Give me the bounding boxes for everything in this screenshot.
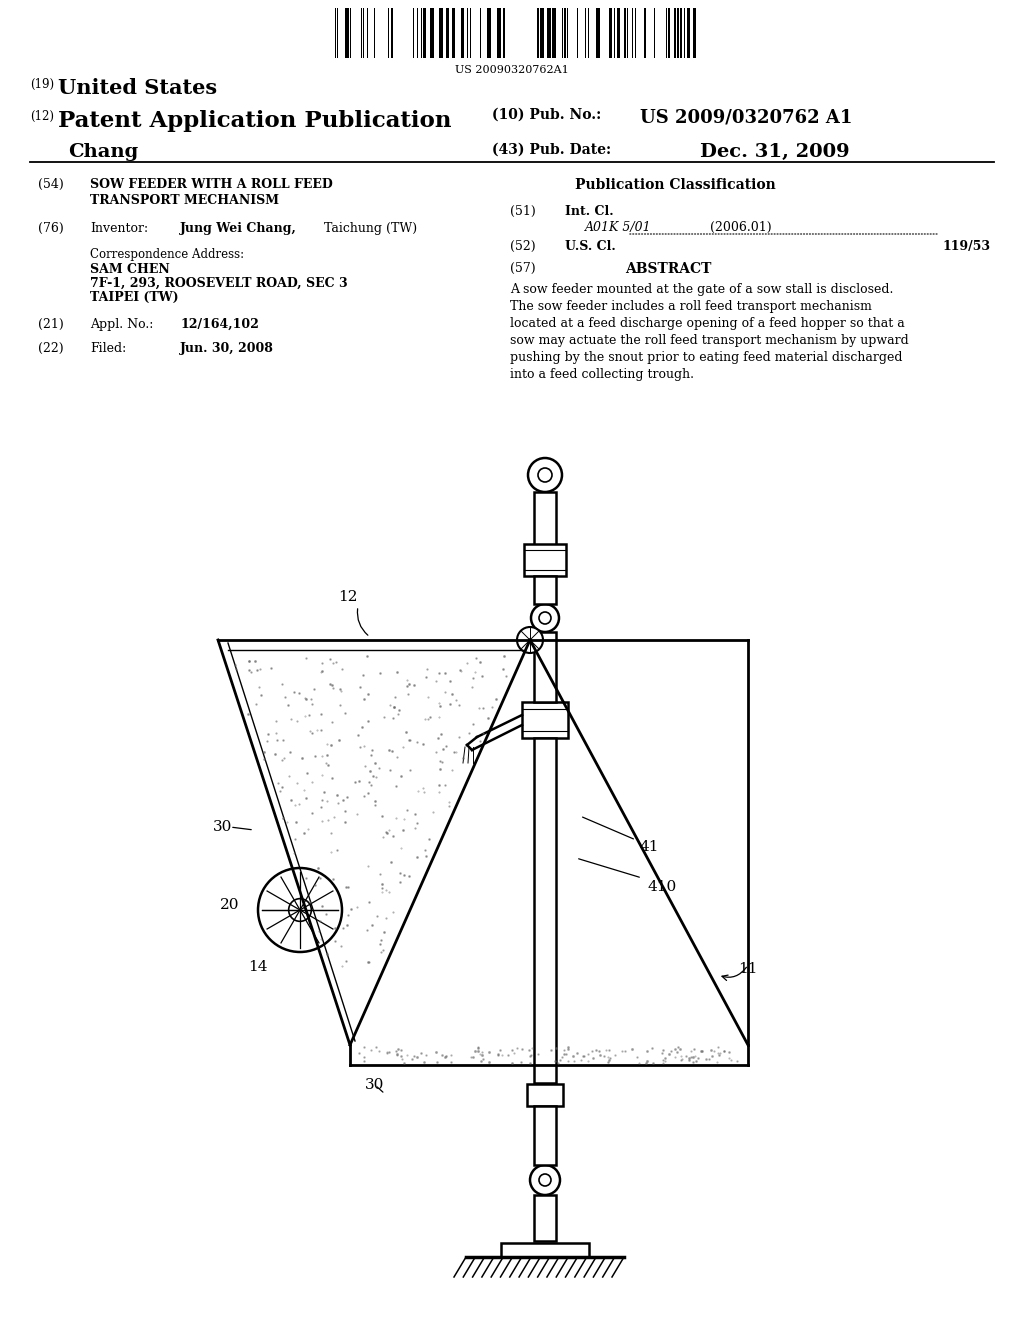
Bar bbox=[680, 8, 682, 58]
Bar bbox=[668, 8, 670, 58]
Text: pushing by the snout prior to eating feed material discharged: pushing by the snout prior to eating fee… bbox=[510, 351, 902, 364]
Text: Filed:: Filed: bbox=[90, 342, 126, 355]
Text: Taichung (TW): Taichung (TW) bbox=[319, 222, 417, 235]
Bar bbox=[534, 632, 556, 702]
Circle shape bbox=[517, 627, 543, 653]
Text: into a feed collecting trough.: into a feed collecting trough. bbox=[510, 368, 694, 381]
Text: 41: 41 bbox=[640, 840, 659, 854]
Bar bbox=[534, 576, 556, 605]
Text: Appl. No.:: Appl. No.: bbox=[90, 318, 154, 331]
Bar bbox=[423, 8, 426, 58]
Text: TAIPEI (TW): TAIPEI (TW) bbox=[90, 290, 178, 304]
Bar bbox=[534, 492, 556, 545]
Bar bbox=[391, 8, 393, 58]
Text: 12: 12 bbox=[338, 590, 357, 605]
Text: Chang: Chang bbox=[68, 143, 138, 161]
Circle shape bbox=[538, 469, 552, 482]
Text: SAM CHEN: SAM CHEN bbox=[90, 263, 170, 276]
Bar bbox=[644, 8, 646, 58]
Text: Int. Cl.: Int. Cl. bbox=[565, 205, 613, 218]
Bar bbox=[345, 8, 349, 58]
Text: (57): (57) bbox=[510, 261, 536, 275]
Text: A sow feeder mounted at the gate of a sow stall is disclosed.: A sow feeder mounted at the gate of a so… bbox=[510, 282, 893, 296]
Text: 119/53: 119/53 bbox=[943, 240, 991, 253]
Circle shape bbox=[528, 458, 562, 492]
Bar bbox=[547, 8, 551, 58]
Bar bbox=[446, 8, 449, 58]
Bar bbox=[527, 1084, 563, 1106]
Circle shape bbox=[531, 605, 559, 632]
Text: ABSTRACT: ABSTRACT bbox=[625, 261, 712, 276]
Bar bbox=[487, 8, 490, 58]
Text: (12): (12) bbox=[30, 110, 54, 123]
Bar bbox=[674, 8, 676, 58]
Text: 12/164,102: 12/164,102 bbox=[180, 318, 259, 331]
Bar bbox=[540, 8, 544, 58]
Text: Jun. 30, 2008: Jun. 30, 2008 bbox=[180, 342, 273, 355]
Text: sow may actuate the roll feed transport mechanism by upward: sow may actuate the roll feed transport … bbox=[510, 334, 908, 347]
Circle shape bbox=[258, 869, 342, 952]
Bar bbox=[537, 8, 539, 58]
Bar bbox=[677, 8, 679, 58]
Text: 410: 410 bbox=[648, 880, 677, 894]
Circle shape bbox=[539, 1173, 551, 1185]
Text: The sow feeder includes a roll feed transport mechanism: The sow feeder includes a roll feed tran… bbox=[510, 300, 871, 313]
Bar bbox=[503, 8, 505, 58]
Text: Publication Classification: Publication Classification bbox=[575, 178, 776, 191]
Text: (51): (51) bbox=[510, 205, 536, 218]
Bar bbox=[534, 1106, 556, 1166]
Bar bbox=[461, 8, 464, 58]
Text: 30: 30 bbox=[213, 820, 232, 834]
Text: (19): (19) bbox=[30, 78, 54, 91]
Bar bbox=[522, 702, 568, 738]
Text: Inventor:: Inventor: bbox=[90, 222, 148, 235]
Bar bbox=[524, 544, 566, 576]
Text: Correspondence Address:: Correspondence Address: bbox=[90, 248, 244, 261]
Text: (52): (52) bbox=[510, 240, 536, 253]
Bar bbox=[596, 8, 600, 58]
Text: TRANSPORT MECHANISM: TRANSPORT MECHANISM bbox=[90, 194, 279, 207]
Bar bbox=[624, 8, 626, 58]
Text: Patent Application Publication: Patent Application Publication bbox=[58, 110, 452, 132]
Bar bbox=[534, 738, 556, 1082]
Text: 11: 11 bbox=[738, 962, 758, 975]
Text: (21): (21) bbox=[38, 318, 63, 331]
Text: located at a feed discharge opening of a feed hopper so that a: located at a feed discharge opening of a… bbox=[510, 317, 905, 330]
Bar bbox=[617, 8, 620, 58]
Text: Jung Wei Chang,: Jung Wei Chang, bbox=[180, 222, 297, 235]
Bar bbox=[687, 8, 690, 58]
Bar bbox=[430, 8, 434, 58]
Text: (43) Pub. Date:: (43) Pub. Date: bbox=[492, 143, 611, 157]
Circle shape bbox=[530, 1166, 560, 1195]
Text: 14: 14 bbox=[248, 960, 267, 974]
Text: 7F-1, 293, ROOSEVELT ROAD, SEC 3: 7F-1, 293, ROOSEVELT ROAD, SEC 3 bbox=[90, 277, 347, 290]
Text: US 2009/0320762 A1: US 2009/0320762 A1 bbox=[640, 108, 852, 125]
Text: (22): (22) bbox=[38, 342, 63, 355]
Text: Dec. 31, 2009: Dec. 31, 2009 bbox=[700, 143, 850, 161]
Bar bbox=[693, 8, 696, 58]
Text: (2006.01): (2006.01) bbox=[710, 220, 772, 234]
Text: US 20090320762A1: US 20090320762A1 bbox=[455, 65, 569, 75]
Bar bbox=[497, 8, 501, 58]
Text: (76): (76) bbox=[38, 222, 63, 235]
Bar bbox=[564, 8, 566, 58]
Circle shape bbox=[539, 612, 551, 624]
Bar bbox=[501, 1243, 589, 1257]
Text: (54): (54) bbox=[38, 178, 63, 191]
Circle shape bbox=[289, 899, 311, 921]
Bar bbox=[439, 8, 443, 58]
Text: A01K 5/01: A01K 5/01 bbox=[585, 220, 651, 234]
Text: 30: 30 bbox=[365, 1078, 384, 1092]
Bar bbox=[534, 1195, 556, 1241]
Text: 20: 20 bbox=[220, 898, 240, 912]
Text: United States: United States bbox=[58, 78, 217, 98]
Text: SOW FEEDER WITH A ROLL FEED: SOW FEEDER WITH A ROLL FEED bbox=[90, 178, 333, 191]
Text: (10) Pub. No.:: (10) Pub. No.: bbox=[492, 108, 606, 121]
Bar bbox=[609, 8, 612, 58]
Bar bbox=[452, 8, 455, 58]
Bar bbox=[552, 8, 556, 58]
Text: U.S. Cl.: U.S. Cl. bbox=[565, 240, 615, 253]
